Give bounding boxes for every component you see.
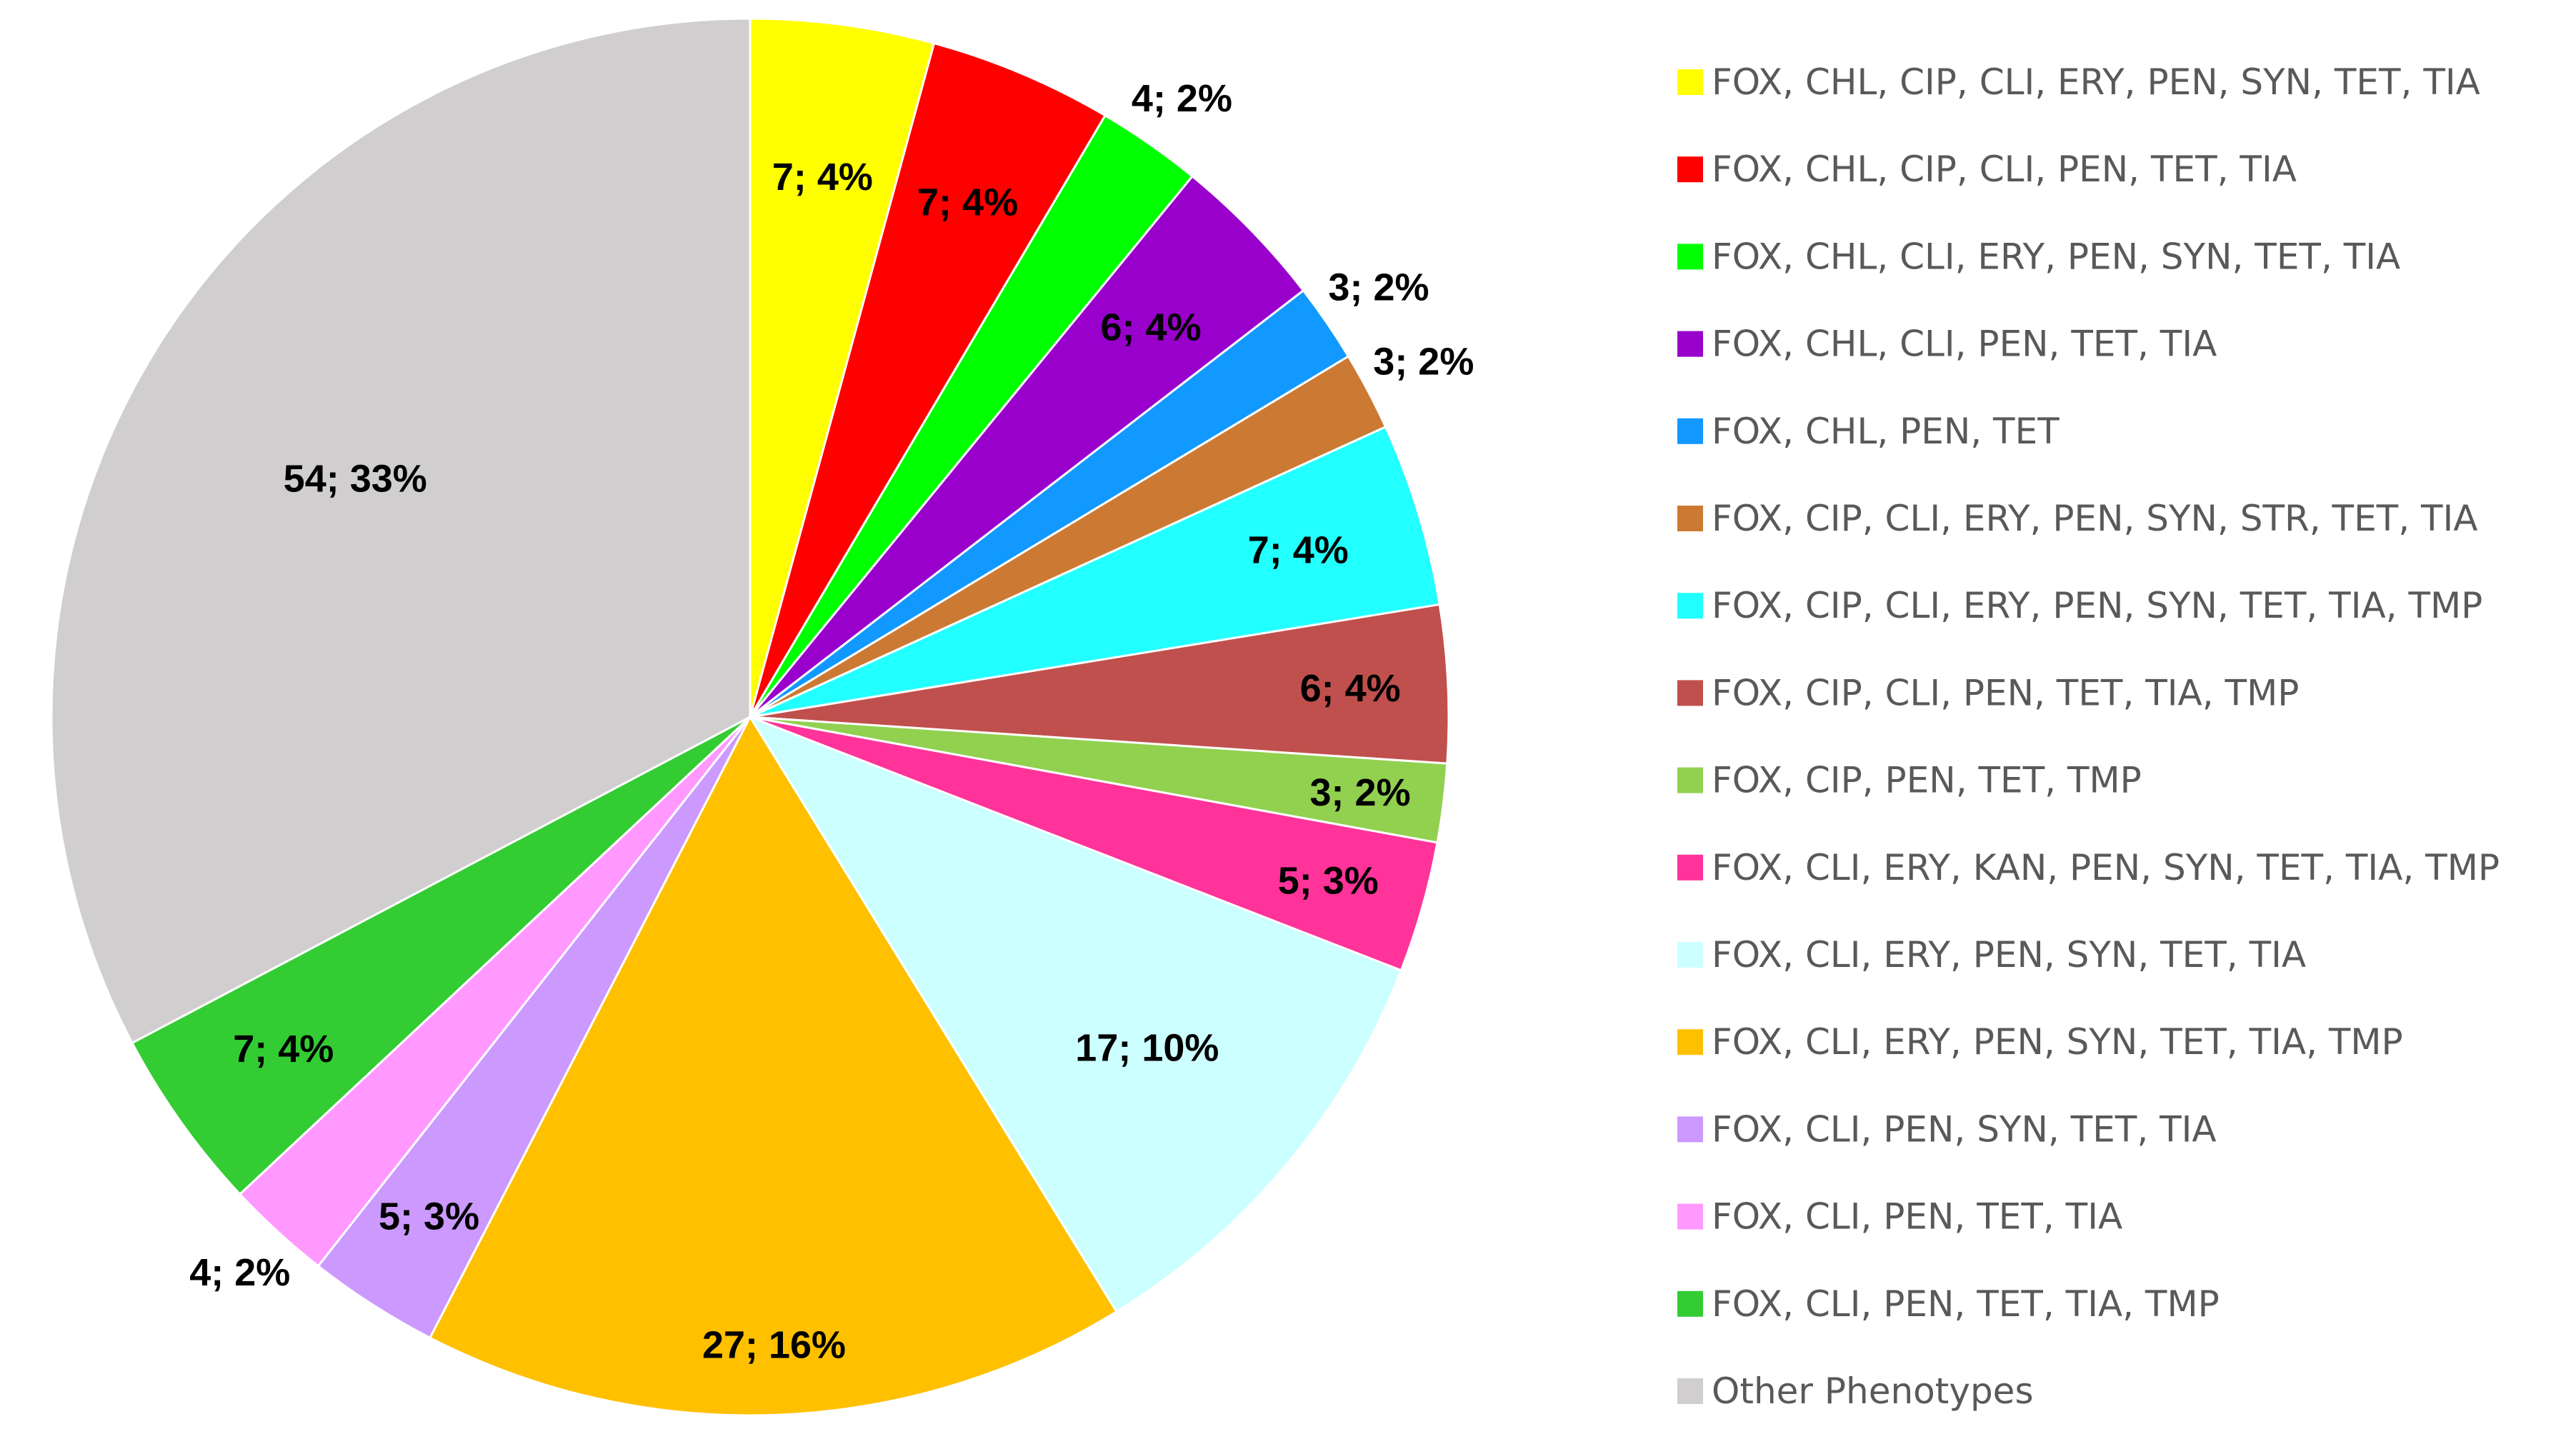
legend-entry-label: FOX, CLI, PEN, SYN, TET, TIA xyxy=(1712,1108,2217,1150)
legend-entry-label: FOX, CIP, CLI, ERY, PEN, SYN, TET, TIA, … xyxy=(1712,585,2482,626)
slice-data-label: 3; 2% xyxy=(1373,341,1474,383)
legend-entry-label: FOX, CHL, CLI, PEN, TET, TIA xyxy=(1712,324,2217,365)
legend-entry-label: FOX, CLI, ERY, PEN, SYN, TET, TIA, TMP xyxy=(1712,1021,2403,1063)
legend-swatch xyxy=(1677,942,1703,968)
legend-swatch xyxy=(1677,1290,1703,1317)
slice-data-label: 54; 33% xyxy=(284,458,427,501)
legend-swatch xyxy=(1677,69,1703,95)
pie-slice xyxy=(749,17,936,718)
legend-swatch xyxy=(1677,1029,1703,1056)
legend-swatch xyxy=(1677,854,1703,881)
pie-slice xyxy=(749,425,1441,718)
legend-entry-label: FOX, CLI, ERY, KAN, PEN, SYN, TET, TIA, … xyxy=(1712,847,2500,888)
slice-data-label: 6; 4% xyxy=(1101,306,1202,349)
pie-slice xyxy=(749,41,1107,718)
slice-data-label: 5; 3% xyxy=(379,1195,479,1238)
legend-entry-label: FOX, CLI, PEN, TET, TIA xyxy=(1712,1196,2122,1238)
legend-entry-label: FOX, CIP, CLI, ERY, PEN, SYN, STR, TET, … xyxy=(1712,498,2478,539)
legend-entry-label: Other Phenotypes xyxy=(1712,1370,2034,1412)
slice-data-label: 3; 2% xyxy=(1310,771,1411,814)
legend-swatch xyxy=(1677,244,1703,270)
legend-entry-label: FOX, CLI, ERY, PEN, SYN, TET, TIA xyxy=(1712,934,2306,976)
legend-entry-label: FOX, CIP, PEN, TET, TMP xyxy=(1712,760,2142,801)
slice-data-label: 4; 2% xyxy=(189,1251,290,1294)
legend-entry-label: FOX, CHL, CIP, CLI, ERY, PEN, SYN, TET, … xyxy=(1712,61,2480,103)
pie-slice xyxy=(747,714,1403,1313)
legend-swatch xyxy=(1677,680,1703,706)
slice-data-label: 7; 4% xyxy=(772,156,873,199)
pie-slice xyxy=(428,714,1119,1417)
legend-swatch xyxy=(1677,331,1703,357)
pie-slices xyxy=(50,17,1450,1417)
legend-swatch xyxy=(1677,593,1703,619)
pie-slice xyxy=(749,174,1305,718)
slice-data-label: 27; 16% xyxy=(702,1324,846,1367)
legend-entry-label: FOX, CHL, PEN, TET xyxy=(1712,411,2060,452)
slice-data-label: 3; 2% xyxy=(1328,266,1429,309)
slice-data-label: 6; 4% xyxy=(1300,667,1401,710)
legend-entry-label: FOX, CHL, CIP, CLI, PEN, TET, TIA xyxy=(1712,149,2297,190)
legend-swatch xyxy=(1677,506,1703,531)
slice-labels: 7; 4% 7; 4% 4; 2% 6; 4% 3; 2% 3; 2% 7; 4% 6; 4%… xyxy=(189,77,1474,1367)
legend-swatch xyxy=(1677,156,1703,183)
pie-slice xyxy=(50,17,752,1045)
pie-slice xyxy=(130,716,752,1196)
legend-swatch xyxy=(1677,418,1703,444)
pie-slice xyxy=(749,603,1450,765)
slice-data-label: 5; 3% xyxy=(1278,859,1379,902)
legend-swatch xyxy=(1677,767,1703,793)
legend-swatch xyxy=(1677,1203,1703,1230)
legend-entry-label: FOX, CHL, CLI, ERY, PEN, SYN, TET, TIA xyxy=(1712,236,2400,277)
legend-swatch xyxy=(1677,1116,1703,1143)
legend-entry-label: FOX, CLI, PEN, TET, TIA, TMP xyxy=(1712,1283,2220,1325)
legend-entry-label: FOX, CIP, CLI, PEN, TET, TIA, TMP xyxy=(1712,672,2299,713)
legend: FOX, CHL, CIP, CLI, ERY, PEN, SYN, TET, … xyxy=(1677,61,2500,1412)
slice-data-label: 7; 4% xyxy=(233,1028,334,1071)
slice-data-label: 7; 4% xyxy=(1248,529,1349,572)
legend-swatch xyxy=(1677,1378,1703,1404)
slice-data-label: 7; 4% xyxy=(917,181,1018,224)
slice-data-label: 4; 2% xyxy=(1132,77,1232,120)
slice-data-label: 17; 10% xyxy=(1075,1026,1219,1069)
